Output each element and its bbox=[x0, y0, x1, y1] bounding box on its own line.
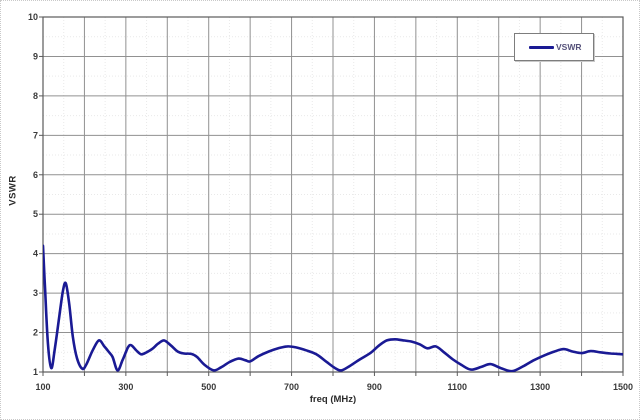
y-tick-label: 1 bbox=[33, 367, 38, 377]
y-tick-label: 6 bbox=[33, 170, 38, 180]
y-tick-label: 3 bbox=[33, 288, 38, 298]
legend-label: VSWR bbox=[556, 42, 582, 52]
y-tick-label: 8 bbox=[33, 91, 38, 101]
y-tick-label: 2 bbox=[33, 328, 38, 338]
legend: VSWR bbox=[514, 33, 594, 61]
x-tick-label: 100 bbox=[35, 382, 50, 392]
y-tick-label: 10 bbox=[28, 12, 38, 22]
x-tick-label: 1100 bbox=[448, 382, 468, 392]
x-tick-label: 500 bbox=[201, 382, 216, 392]
vswr-curve bbox=[43, 244, 623, 372]
y-tick-label: 9 bbox=[33, 51, 38, 61]
y-axis-title: VSWR bbox=[7, 175, 19, 206]
y-tick-label: 5 bbox=[33, 209, 38, 219]
x-tick-label: 900 bbox=[367, 382, 382, 392]
x-tick-label: 1300 bbox=[530, 382, 550, 392]
x-tick-label: 700 bbox=[284, 382, 299, 392]
x-axis-title: freq (MHz) bbox=[309, 394, 357, 405]
x-tick-label: 1500 bbox=[613, 382, 633, 392]
y-tick-label: 4 bbox=[33, 249, 38, 259]
y-tick-label: 7 bbox=[33, 130, 38, 140]
legend-line-swatch bbox=[529, 45, 554, 49]
x-tick-label: 300 bbox=[118, 382, 133, 392]
